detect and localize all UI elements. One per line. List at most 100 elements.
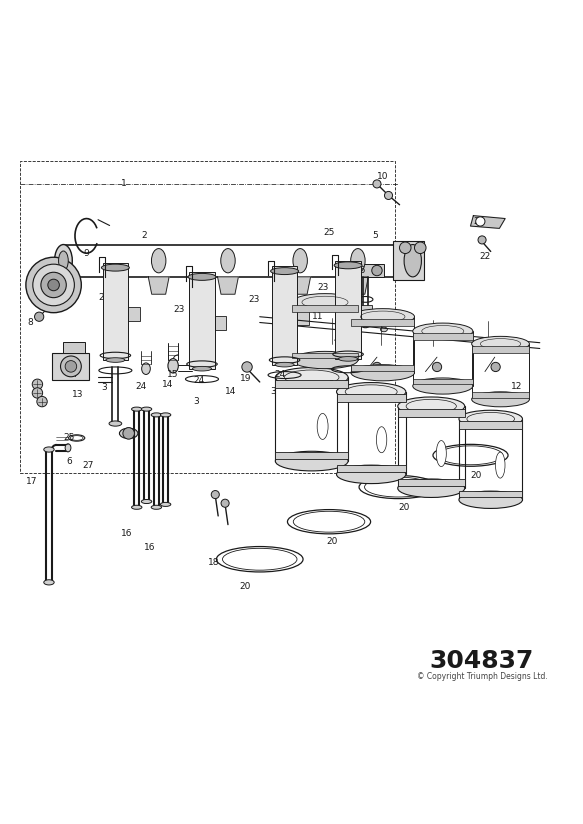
Ellipse shape — [336, 382, 406, 401]
Ellipse shape — [221, 249, 235, 273]
Ellipse shape — [141, 499, 152, 503]
Ellipse shape — [292, 293, 358, 311]
Bar — [128, 307, 140, 321]
Ellipse shape — [55, 245, 72, 277]
Ellipse shape — [351, 249, 365, 273]
Text: 27: 27 — [83, 461, 94, 470]
Ellipse shape — [359, 317, 372, 328]
Text: © Copyright Triumph Designs Ltd.: © Copyright Triumph Designs Ltd. — [417, 672, 547, 681]
Bar — [459, 421, 522, 429]
Ellipse shape — [413, 323, 473, 339]
Text: 23: 23 — [318, 283, 329, 293]
Bar — [472, 391, 529, 397]
Text: 4: 4 — [196, 351, 202, 360]
Circle shape — [372, 265, 382, 276]
Bar — [472, 346, 529, 353]
Text: 14: 14 — [225, 387, 237, 396]
Bar — [413, 334, 473, 340]
Text: 22: 22 — [479, 251, 490, 260]
Bar — [413, 378, 473, 384]
Text: 16: 16 — [121, 529, 133, 538]
Text: 3: 3 — [328, 380, 333, 389]
Circle shape — [242, 362, 252, 372]
Ellipse shape — [65, 444, 71, 452]
Text: 14: 14 — [161, 380, 173, 389]
Circle shape — [491, 363, 500, 372]
Text: 4: 4 — [104, 335, 110, 344]
Bar — [336, 465, 406, 472]
Circle shape — [37, 396, 47, 407]
Text: 20: 20 — [240, 582, 251, 591]
Ellipse shape — [271, 268, 298, 274]
Ellipse shape — [151, 505, 161, 509]
Ellipse shape — [472, 336, 529, 351]
Circle shape — [33, 265, 75, 306]
Ellipse shape — [160, 413, 171, 417]
Text: 4: 4 — [333, 335, 339, 344]
Bar — [459, 490, 522, 498]
Bar — [297, 311, 309, 325]
Text: 25: 25 — [64, 433, 75, 442]
Ellipse shape — [398, 479, 465, 498]
Ellipse shape — [192, 367, 212, 371]
Bar — [361, 305, 373, 320]
Ellipse shape — [398, 397, 465, 415]
Ellipse shape — [292, 351, 358, 368]
Ellipse shape — [132, 505, 142, 509]
Text: 20: 20 — [398, 503, 410, 512]
Text: 12: 12 — [511, 382, 522, 391]
Polygon shape — [217, 277, 238, 294]
Bar — [275, 380, 348, 388]
Ellipse shape — [120, 428, 138, 438]
Ellipse shape — [275, 368, 348, 387]
Text: 26: 26 — [354, 266, 366, 275]
Circle shape — [478, 236, 486, 244]
Ellipse shape — [142, 363, 150, 374]
Text: 3: 3 — [101, 382, 107, 391]
Ellipse shape — [351, 365, 415, 381]
Circle shape — [211, 490, 219, 499]
Circle shape — [415, 242, 426, 254]
Bar — [52, 353, 89, 380]
Text: 16: 16 — [144, 543, 156, 552]
Circle shape — [123, 428, 135, 439]
Ellipse shape — [152, 249, 166, 273]
Ellipse shape — [275, 452, 348, 471]
Ellipse shape — [109, 421, 122, 426]
Bar — [189, 272, 215, 368]
Text: 6: 6 — [66, 456, 72, 466]
Ellipse shape — [106, 358, 125, 363]
Text: 20: 20 — [470, 471, 482, 480]
Text: 23: 23 — [98, 293, 110, 302]
Polygon shape — [290, 277, 311, 294]
Circle shape — [32, 379, 43, 390]
Text: 9: 9 — [83, 249, 89, 258]
Polygon shape — [470, 216, 505, 228]
Bar — [215, 316, 226, 330]
Text: 23: 23 — [173, 305, 185, 314]
Ellipse shape — [44, 580, 54, 585]
Circle shape — [26, 257, 81, 312]
Text: 2: 2 — [142, 232, 147, 241]
Text: 20: 20 — [326, 537, 338, 546]
Bar — [64, 342, 85, 353]
Text: 8: 8 — [27, 318, 33, 327]
Circle shape — [476, 217, 485, 226]
Bar — [275, 452, 348, 459]
Circle shape — [61, 356, 81, 377]
Text: 15: 15 — [167, 370, 179, 379]
Circle shape — [48, 279, 59, 291]
Text: 5: 5 — [373, 232, 378, 241]
Ellipse shape — [101, 265, 129, 271]
Text: 3: 3 — [194, 397, 199, 406]
Text: 23: 23 — [248, 295, 259, 304]
Ellipse shape — [44, 447, 54, 452]
Ellipse shape — [377, 427, 387, 452]
Ellipse shape — [351, 309, 415, 325]
Ellipse shape — [293, 249, 307, 273]
Circle shape — [373, 363, 382, 372]
Circle shape — [221, 499, 229, 508]
Text: 24: 24 — [275, 370, 286, 379]
Ellipse shape — [472, 391, 529, 407]
Bar — [398, 479, 465, 486]
